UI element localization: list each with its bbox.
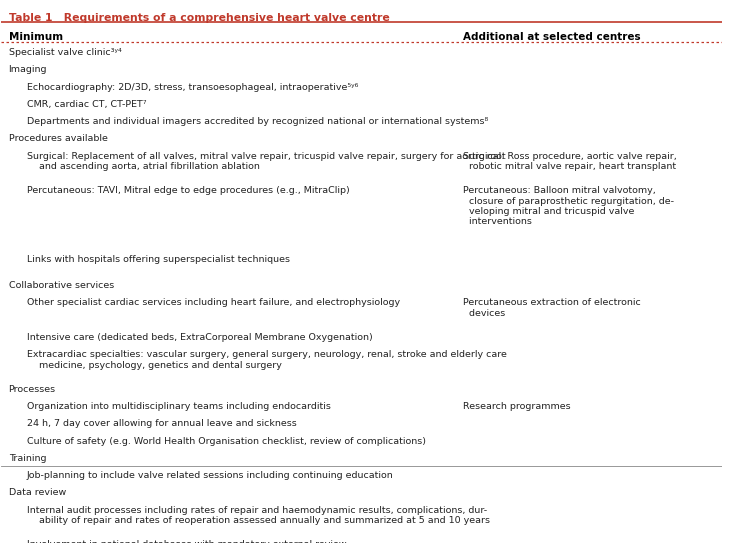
Text: Culture of safety (e.g. World Health Organisation checklist, review of complicat: Culture of safety (e.g. World Health Org… [26, 437, 426, 445]
Text: Research programmes: Research programmes [463, 402, 570, 411]
Text: Imaging: Imaging [9, 65, 47, 74]
Text: Involvement in national databases with mandatory external review: Involvement in national databases with m… [26, 540, 346, 543]
Text: Percutaneous: Balloon mitral valvotomy,
  closure of paraprosthetic regurgitatio: Percutaneous: Balloon mitral valvotomy, … [463, 186, 674, 226]
Text: Job-planning to include valve related sessions including continuing education: Job-planning to include valve related se… [26, 471, 394, 480]
Text: 24 h, 7 day cover allowing for annual leave and sickness: 24 h, 7 day cover allowing for annual le… [26, 419, 296, 428]
Text: Processes: Processes [9, 385, 56, 394]
Text: Percutaneous extraction of electronic
  devices: Percutaneous extraction of electronic de… [463, 299, 641, 318]
Text: Organization into multidisciplinary teams including endocarditis: Organization into multidisciplinary team… [26, 402, 331, 411]
Text: Data review: Data review [9, 488, 66, 497]
Text: Echocardiography: 2D/3D, stress, transoesophageal, intraoperative⁵ʸ⁶: Echocardiography: 2D/3D, stress, transoe… [26, 83, 358, 92]
Text: Specialist valve clinic³ʸ⁴: Specialist valve clinic³ʸ⁴ [9, 48, 122, 57]
Text: Table 1   Requirements of a comprehensive heart valve centre: Table 1 Requirements of a comprehensive … [9, 13, 389, 23]
Text: Additional at selected centres: Additional at selected centres [463, 31, 641, 42]
Text: Internal audit processes including rates of repair and haemodynamic results, com: Internal audit processes including rates… [26, 506, 490, 525]
Text: Extracardiac specialties: vascular surgery, general surgery, neurology, renal, s: Extracardiac specialties: vascular surge… [26, 350, 507, 370]
Text: Collaborative services: Collaborative services [9, 281, 114, 290]
Text: Minimum: Minimum [9, 31, 63, 42]
Text: Procedures available: Procedures available [9, 134, 108, 143]
Text: Links with hospitals offering superspecialist techniques: Links with hospitals offering superspeci… [26, 255, 290, 264]
Text: Percutaneous: TAVI, Mitral edge to edge procedures (e.g., MitraClip): Percutaneous: TAVI, Mitral edge to edge … [26, 186, 350, 195]
Text: Intensive care (dedicated beds, ExtraCorporeal Membrane Oxygenation): Intensive care (dedicated beds, ExtraCor… [26, 333, 372, 342]
Text: Surgical: Replacement of all valves, mitral valve repair, tricuspid valve repair: Surgical: Replacement of all valves, mit… [26, 151, 505, 171]
Text: Departments and individual imagers accredited by recognized national or internat: Departments and individual imagers accre… [26, 117, 488, 126]
Text: Surgical: Ross procedure, aortic valve repair,
  robotic mitral valve repair, he: Surgical: Ross procedure, aortic valve r… [463, 151, 677, 171]
Text: Other specialist cardiac services including heart failure, and electrophysiology: Other specialist cardiac services includ… [26, 299, 399, 307]
Text: Training: Training [9, 454, 46, 463]
Text: CMR, cardiac CT, CT-PET⁷: CMR, cardiac CT, CT-PET⁷ [26, 100, 146, 109]
